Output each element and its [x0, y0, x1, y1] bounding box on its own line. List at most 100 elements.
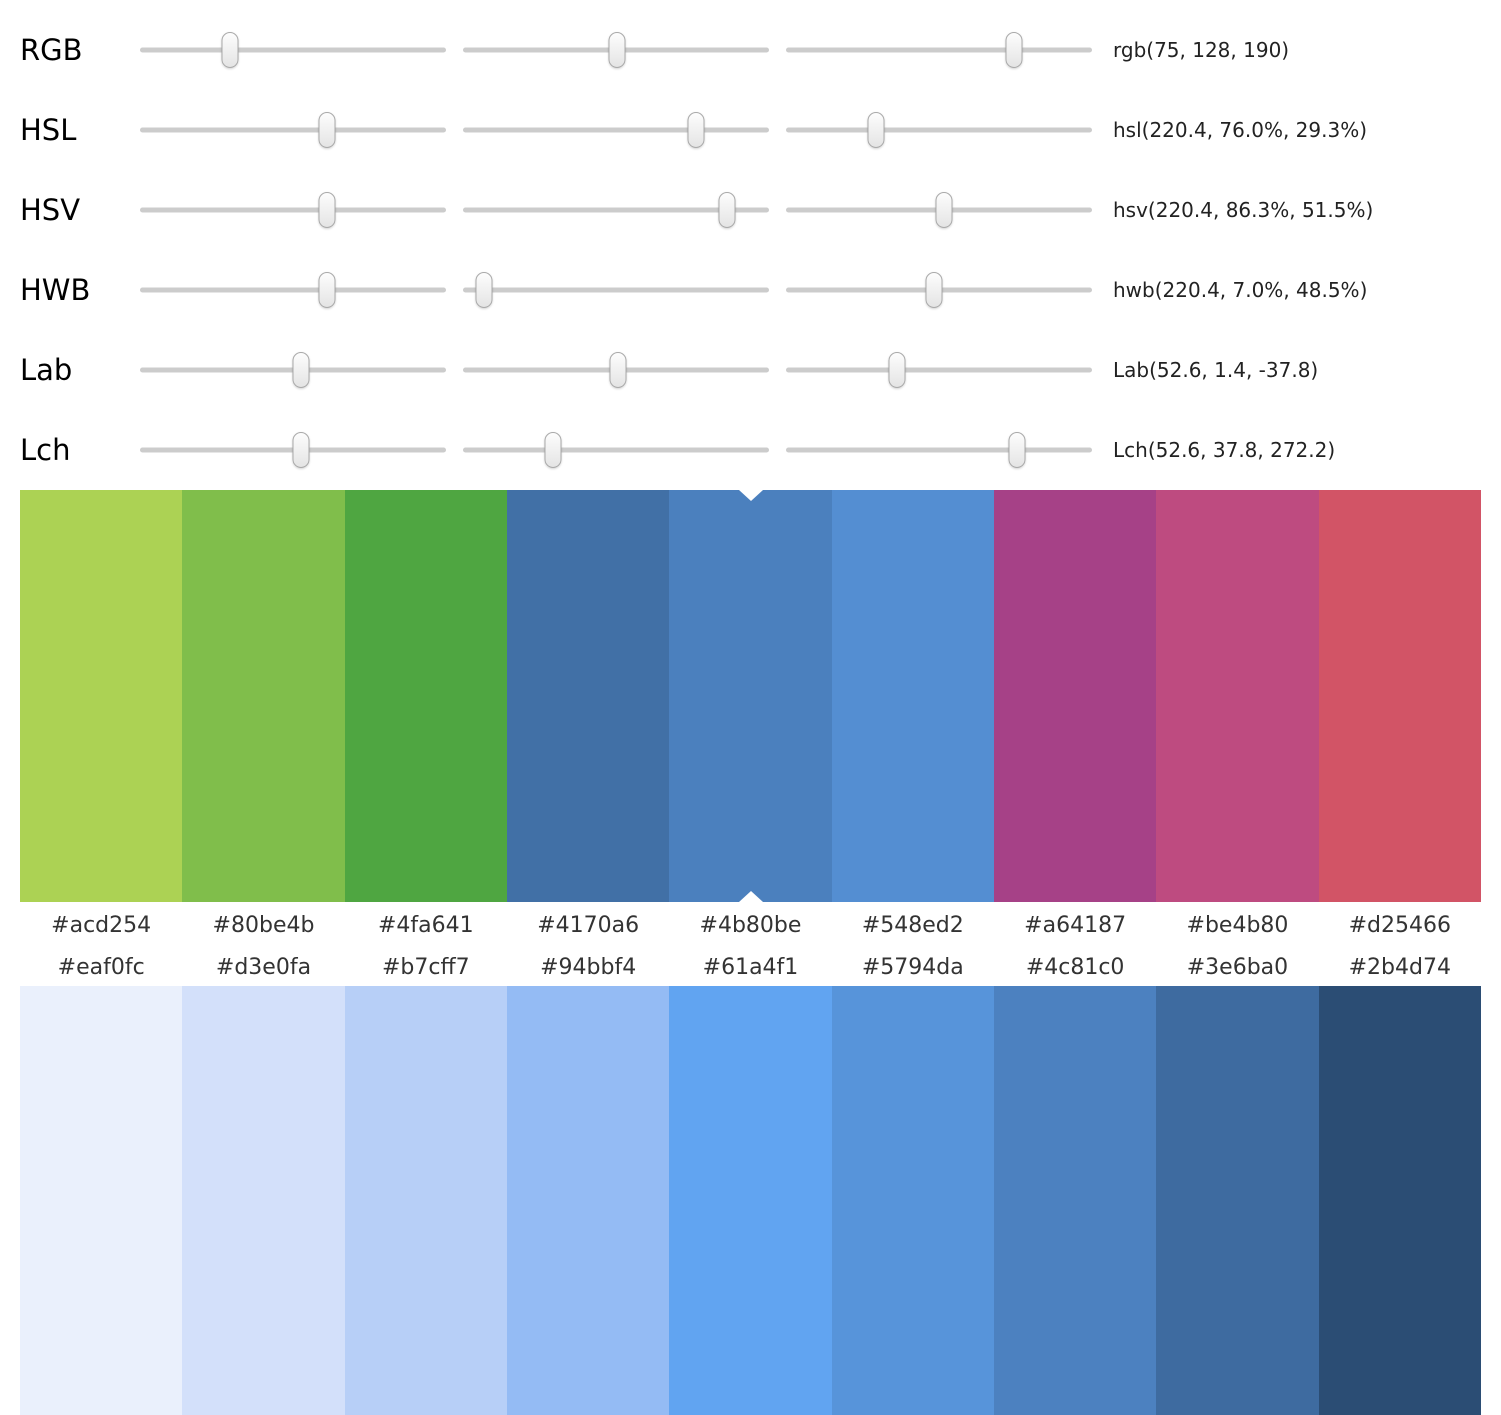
hsl-slider-l[interactable] [786, 108, 1092, 152]
hwb-slider-w[interactable] [463, 268, 769, 312]
palette-strip-top [20, 490, 1481, 902]
swatch-hex-label: #be4b80 [1186, 912, 1289, 938]
slider-row-rgb: RGB rgb(75, 128, 190) [0, 10, 1501, 90]
colorspace-label-rgb: RGB [20, 33, 83, 67]
slider-thumb[interactable] [608, 32, 626, 68]
slider-thumb[interactable] [609, 352, 627, 388]
lab-slider-l[interactable] [140, 348, 446, 392]
hwb-value-text: hwb(220.4, 7.0%, 48.5%) [1113, 278, 1368, 302]
swatch-hex-label: #3e6ba0 [1186, 954, 1289, 980]
slider-thumb[interactable] [318, 112, 336, 148]
slider-row-lch: Lch Lch(52.6, 37.8, 272.2) [0, 410, 1501, 490]
slider-track [786, 367, 1092, 373]
swatch[interactable] [993, 986, 1157, 1415]
slider-thumb[interactable] [867, 112, 885, 148]
slider-thumb[interactable] [888, 352, 906, 388]
slider-thumb[interactable] [318, 192, 336, 228]
slider-thumb[interactable] [935, 192, 953, 228]
hex-labels-top-strip: #acd254 #80be4b #4fa641 #4170a6 #4b80be … [0, 902, 1501, 948]
swatch-hex-label: #4c81c0 [1025, 954, 1125, 980]
slider-thumb[interactable] [292, 432, 310, 468]
rgb-value-text: rgb(75, 128, 190) [1113, 38, 1290, 62]
slider-thumb[interactable] [925, 272, 943, 308]
swatch[interactable] [344, 986, 507, 1415]
slider-track [140, 127, 446, 133]
swatch[interactable] [20, 986, 183, 1415]
swatch[interactable] [831, 986, 994, 1415]
slider-track [140, 207, 446, 213]
slider-thumb[interactable] [221, 32, 239, 68]
swatch-hex-label: #80be4b [212, 912, 315, 938]
hsl-slider-h[interactable] [140, 108, 446, 152]
swatch-selected[interactable] [669, 490, 832, 902]
slider-thumb[interactable] [1005, 32, 1023, 68]
lch-slider-c[interactable] [463, 428, 769, 472]
swatch-hex-label: #5794da [861, 954, 964, 980]
slider-track [786, 447, 1092, 453]
slider-track [140, 47, 446, 53]
slider-track [463, 287, 769, 293]
swatch[interactable] [506, 986, 670, 1415]
slider-row-lab: Lab Lab(52.6, 1.4, -37.8) [0, 330, 1501, 410]
slider-panel: RGB rgb(75, 128, 190) HSL hsl(220.4, [0, 0, 1501, 490]
lch-slider-l[interactable] [140, 428, 446, 472]
slider-thumb[interactable] [687, 112, 705, 148]
rgb-slider-r[interactable] [140, 28, 446, 72]
swatch[interactable] [182, 490, 345, 902]
slider-thumb[interactable] [718, 192, 736, 228]
swatch-hex-label: #94bbf4 [540, 954, 637, 980]
colorspace-label-hwb: HWB [20, 273, 91, 307]
swatch-hex-label: #548ed2 [861, 912, 964, 938]
slider-track [786, 47, 1092, 53]
swatch[interactable] [1318, 986, 1481, 1415]
slider-thumb[interactable] [1008, 432, 1026, 468]
slider-thumb[interactable] [318, 272, 336, 308]
swatch-hex-label: #b7cff7 [381, 954, 470, 980]
swatch[interactable] [506, 490, 670, 902]
hex-labels-bottom-strip: #eaf0fc #d3e0fa #b7cff7 #94bbf4 #61a4f1 … [0, 948, 1501, 986]
swatch[interactable] [344, 490, 507, 902]
swatch-hex-label: #4fa641 [377, 912, 474, 938]
hsv-slider-v[interactable] [786, 188, 1092, 232]
hsv-value-text: hsv(220.4, 86.3%, 51.5%) [1113, 198, 1374, 222]
hwb-slider-h[interactable] [140, 268, 446, 312]
swatch[interactable] [1156, 490, 1319, 902]
swatch[interactable] [831, 490, 994, 902]
colorspace-label-lch: Lch [20, 433, 71, 467]
selected-swatch-notch-top [738, 490, 763, 501]
swatch[interactable] [669, 986, 832, 1415]
colorspace-label-hsv: HSV [20, 193, 81, 227]
lab-slider-b[interactable] [786, 348, 1092, 392]
slider-thumb[interactable] [475, 272, 493, 308]
slider-row-hwb: HWB hwb(220.4, 7.0%, 48.5%) [0, 250, 1501, 330]
slider-thumb[interactable] [544, 432, 562, 468]
swatch-hex-label: #61a4f1 [702, 954, 799, 980]
swatch[interactable] [993, 490, 1157, 902]
swatch-hex-label: #d25466 [1348, 912, 1451, 938]
hsv-slider-h[interactable] [140, 188, 446, 232]
lab-slider-a[interactable] [463, 348, 769, 392]
swatch-hex-label: #eaf0fc [57, 954, 145, 980]
swatch-hex-label: #a64187 [1024, 912, 1127, 938]
swatch[interactable] [1156, 986, 1319, 1415]
slider-thumb[interactable] [292, 352, 310, 388]
slider-row-hsl: HSL hsl(220.4, 76.0%, 29.3%) [0, 90, 1501, 170]
slider-track [463, 207, 769, 213]
slider-row-hsv: HSV hsv(220.4, 86.3%, 51.5%) [0, 170, 1501, 250]
lch-value-text: Lch(52.6, 37.8, 272.2) [1113, 438, 1336, 462]
rgb-slider-g[interactable] [463, 28, 769, 72]
palette-section: #acd254 #80be4b #4fa641 #4170a6 #4b80be … [0, 490, 1501, 1415]
swatch-hex-label: #4b80be [699, 912, 802, 938]
swatch[interactable] [1318, 490, 1481, 902]
swatch[interactable] [182, 986, 345, 1415]
lch-slider-h[interactable] [786, 428, 1092, 472]
hsv-slider-s[interactable] [463, 188, 769, 232]
palette-strip-bottom [20, 986, 1481, 1415]
swatch-hex-label: #d3e0fa [215, 954, 312, 980]
hwb-slider-b[interactable] [786, 268, 1092, 312]
slider-track [463, 447, 769, 453]
swatch-hex-label: #4170a6 [537, 912, 640, 938]
swatch[interactable] [20, 490, 183, 902]
hsl-slider-s[interactable] [463, 108, 769, 152]
rgb-slider-b[interactable] [786, 28, 1092, 72]
